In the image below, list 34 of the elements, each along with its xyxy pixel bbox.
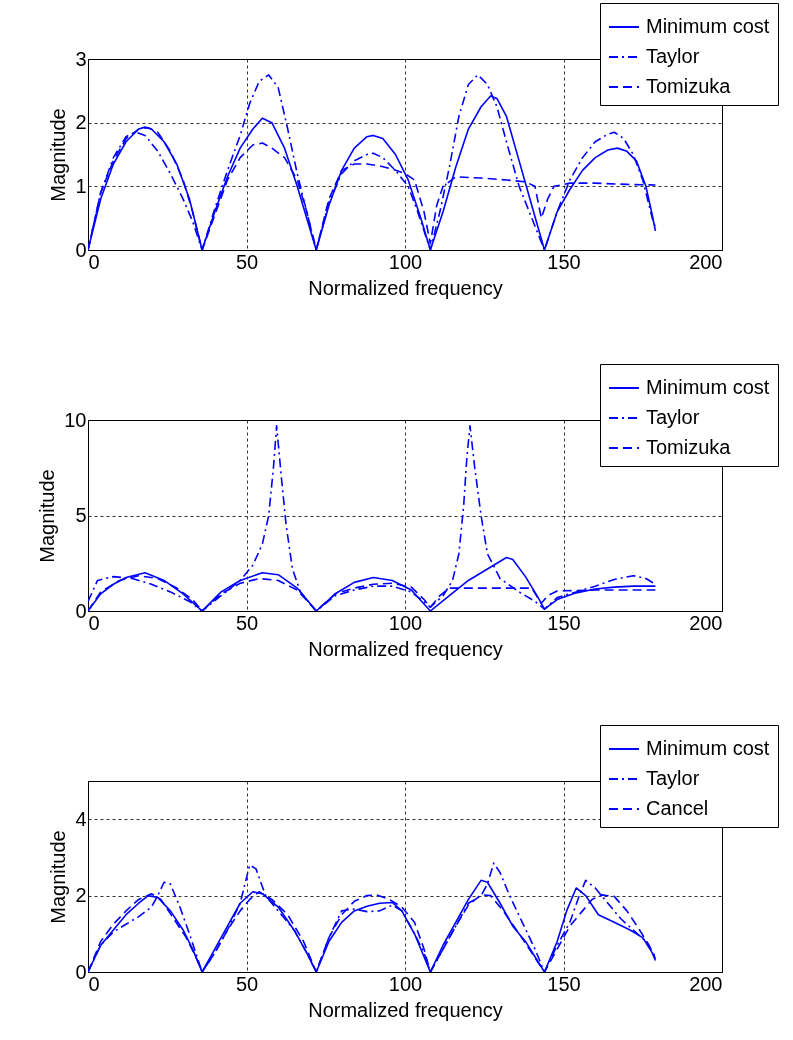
y-tick-label: 2: [75, 884, 87, 907]
y-tick-label: 10: [64, 408, 87, 431]
y-tick-label: 4: [75, 807, 87, 830]
legend-label: Tomizuka: [646, 436, 732, 458]
legend-label: Taylor: [646, 406, 700, 428]
x-tick-label: 100: [388, 250, 423, 273]
x-tick-label: 200: [689, 972, 723, 995]
y-axis-title: Magnitude: [47, 830, 70, 924]
y-tick-label: 2: [75, 111, 87, 134]
y-axis-title: Magnitude: [47, 108, 70, 202]
x-tick-label: 50: [235, 611, 259, 634]
legend-label: Tomizuka: [646, 75, 732, 97]
legend-label: Taylor: [646, 45, 700, 67]
x-tick-label: 150: [547, 972, 581, 995]
x-tick-label: 50: [235, 250, 259, 273]
x-axis-title: Normalized frequency: [308, 637, 503, 660]
x-axis-title: Normalized frequency: [308, 998, 503, 1021]
x-tick-label: 150: [547, 611, 581, 634]
y-tick-label: 5: [75, 504, 87, 526]
legend-label: Taylor: [646, 767, 700, 789]
x-tick-label: 50: [235, 972, 259, 995]
legend-label: Minimum cost: [646, 737, 770, 759]
x-axis-title: Normalized frequency: [308, 276, 503, 299]
y-tick-label: 3: [75, 47, 87, 70]
legend-label: Minimum cost: [646, 15, 770, 37]
x-tick-label: 200: [689, 250, 723, 273]
x-tick-label: 100: [388, 611, 423, 634]
legend-label: Cancel: [646, 797, 709, 819]
y-axis-title: Magnitude: [36, 469, 59, 563]
x-tick-label: 100: [388, 972, 423, 995]
legend-label: Minimum cost: [646, 376, 770, 398]
y-tick-label: 1: [75, 174, 87, 197]
x-tick-label: 200: [689, 611, 723, 634]
x-tick-label: 150: [547, 250, 581, 273]
